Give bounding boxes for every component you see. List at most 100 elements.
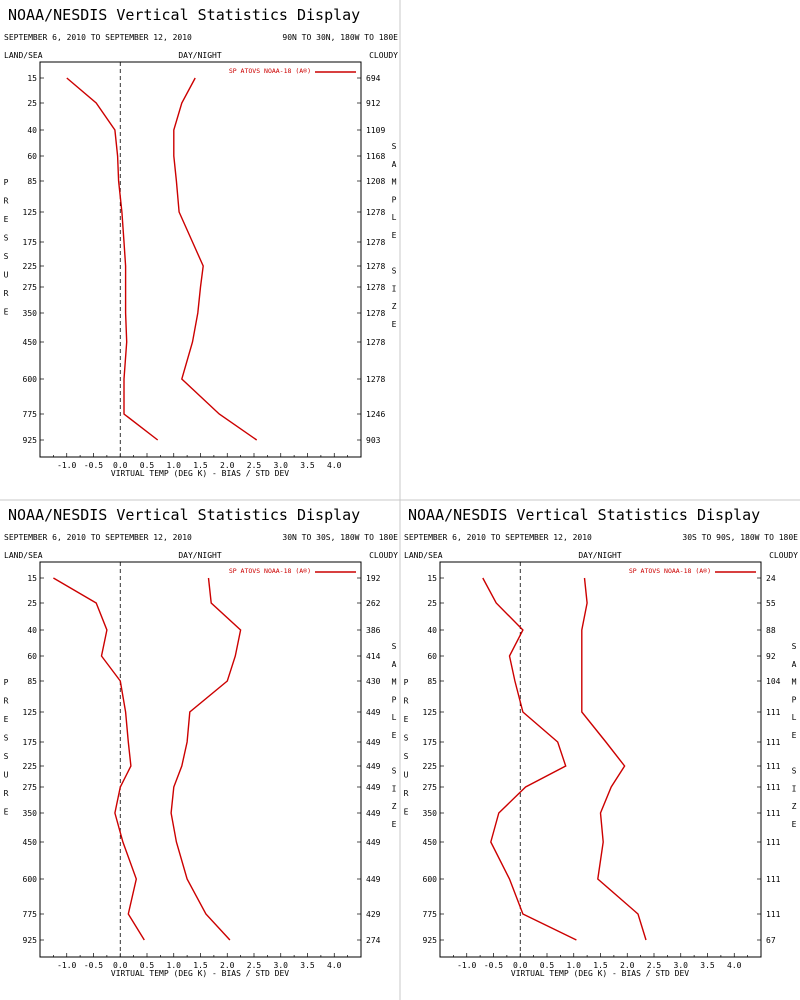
pressure-level-label: 15	[27, 74, 37, 83]
sample-size-axis-letter: S	[792, 642, 797, 651]
pressure-level-label: 40	[27, 626, 37, 635]
region-label: 90N TO 30N, 180W TO 180E	[282, 33, 398, 42]
sample-size-label: 262	[366, 599, 381, 608]
sample-size-axis-letter: E	[392, 820, 397, 829]
pressure-level-label: 775	[23, 910, 38, 919]
pressure-level-label: 225	[423, 762, 438, 771]
pressure-level-label: 15	[27, 574, 37, 583]
sample-size-label: 274	[366, 936, 381, 945]
pressure-level-label: 450	[23, 338, 38, 347]
pressure-level-label: 275	[23, 283, 38, 292]
sample-size-label: 1278	[366, 375, 385, 384]
sample-size-label: 903	[366, 436, 381, 445]
sample-size-label: 111	[766, 708, 781, 717]
pressure-axis-letter: U	[4, 771, 9, 780]
sample-size-label: 449	[366, 762, 381, 771]
pressure-axis-letter: E	[4, 808, 9, 817]
region-label: 30S TO 90S, 180W TO 180E	[682, 533, 798, 542]
x-tick-label: -0.5	[84, 961, 103, 970]
sample-size-label: 1278	[366, 283, 385, 292]
pressure-level-label: 600	[23, 375, 38, 384]
x-tick-label: 0.0	[113, 461, 128, 470]
sample-size-label: 67	[766, 936, 776, 945]
x-tick-label: 3.5	[300, 961, 315, 970]
pressure-level-label: 40	[427, 626, 437, 635]
pressure-axis-letter: S	[4, 734, 9, 743]
pressure-level-label: 85	[27, 177, 37, 186]
sample-size-label: 55	[766, 599, 776, 608]
x-tick-label: 3.5	[700, 961, 715, 970]
pressure-level-label: 25	[27, 599, 37, 608]
pressure-level-label: 125	[23, 708, 38, 717]
legend-label: SP ATOVS NOAA-18 (A®)	[229, 67, 311, 75]
bias-line	[482, 577, 577, 941]
x-tick-label: -1.0	[57, 461, 76, 470]
sample-size-axis-letter: P	[392, 195, 397, 204]
pressure-level-label: 925	[23, 436, 38, 445]
sample-size-label: 429	[366, 910, 381, 919]
x-tick-label: 2.5	[247, 461, 262, 470]
pressure-level-label: 85	[27, 677, 37, 686]
pressure-axis-letter: S	[4, 752, 9, 761]
sample-size-axis-letter: L	[392, 713, 397, 722]
x-tick-label: 3.0	[674, 961, 689, 970]
x-axis-label: VIRTUAL TEMP (DEG K) - BIAS / STD DEV	[111, 969, 289, 978]
std-dev-line	[581, 577, 647, 941]
pressure-axis-letter: R	[4, 289, 9, 298]
date-range: SEPTEMBER 6, 2010 TO SEPTEMBER 12, 2010	[4, 33, 192, 42]
pressure-axis-letter: E	[4, 308, 9, 317]
sample-size-label: 449	[366, 708, 381, 717]
sample-size-label: 104	[766, 677, 781, 686]
x-tick-label: 3.0	[274, 461, 289, 470]
sample-size-axis-letter: I	[392, 784, 397, 793]
sample-size-axis-letter: S	[392, 267, 397, 276]
sample-size-axis-letter: S	[392, 767, 397, 776]
region-label: 30N TO 30S, 180W TO 180E	[282, 533, 398, 542]
sample-size-axis-letter: Z	[392, 802, 397, 811]
bias-line	[53, 577, 145, 941]
x-tick-label: -1.0	[457, 961, 476, 970]
std-dev-line	[173, 77, 258, 441]
pressure-level-label: 25	[27, 99, 37, 108]
sample-size-axis-letter: A	[392, 660, 397, 669]
x-tick-label: -0.5	[484, 961, 503, 970]
pressure-axis-letter: E	[4, 215, 9, 224]
pressure-axis-letter: P	[4, 178, 9, 187]
sample-size-axis-letter: L	[792, 713, 797, 722]
pressure-level-label: 600	[23, 875, 38, 884]
sample-size-label: 414	[366, 652, 381, 661]
sample-size-label: 449	[366, 838, 381, 847]
pressure-axis-letter: P	[404, 678, 409, 687]
pressure-level-label: 350	[23, 809, 38, 818]
pressure-axis-letter: S	[4, 252, 9, 261]
sample-size-axis-letter: M	[792, 678, 797, 687]
pressure-level-label: 775	[423, 910, 438, 919]
land-sea-label: LAND/SEA	[4, 551, 43, 560]
x-tick-label: 0.5	[540, 961, 555, 970]
sample-size-label: 24	[766, 574, 776, 583]
x-tick-label: 2.0	[220, 961, 235, 970]
chart-panel-1: NOAA/NESDIS Vertical Statistics Display S…	[4, 6, 399, 478]
sample-size-label: 430	[366, 677, 381, 686]
plot-frame	[439, 561, 762, 958]
pressure-level-label: 25	[427, 599, 437, 608]
pressure-level-label: 175	[423, 738, 438, 747]
sample-size-axis-letter: I	[392, 284, 397, 293]
sample-size-axis-letter: L	[392, 213, 397, 222]
x-tick-label: 0.5	[140, 461, 155, 470]
pressure-axis-letter: S	[4, 234, 9, 243]
pressure-axis-letter: E	[404, 715, 409, 724]
x-tick-label: 4.0	[727, 961, 742, 970]
pressure-level-label: 15	[427, 574, 437, 583]
sample-size-label: 449	[366, 783, 381, 792]
pressure-axis-letter: S	[404, 734, 409, 743]
sample-size-label: 111	[766, 738, 781, 747]
pressure-level-label: 40	[27, 126, 37, 135]
x-tick-label: 1.0	[567, 961, 582, 970]
pressure-axis-letter: R	[4, 197, 9, 206]
pressure-level-label: 925	[23, 936, 38, 945]
sample-size-axis-letter: E	[392, 731, 397, 740]
panel-title: NOAA/NESDIS Vertical Statistics Display	[8, 506, 360, 524]
x-tick-label: 2.0	[620, 961, 635, 970]
